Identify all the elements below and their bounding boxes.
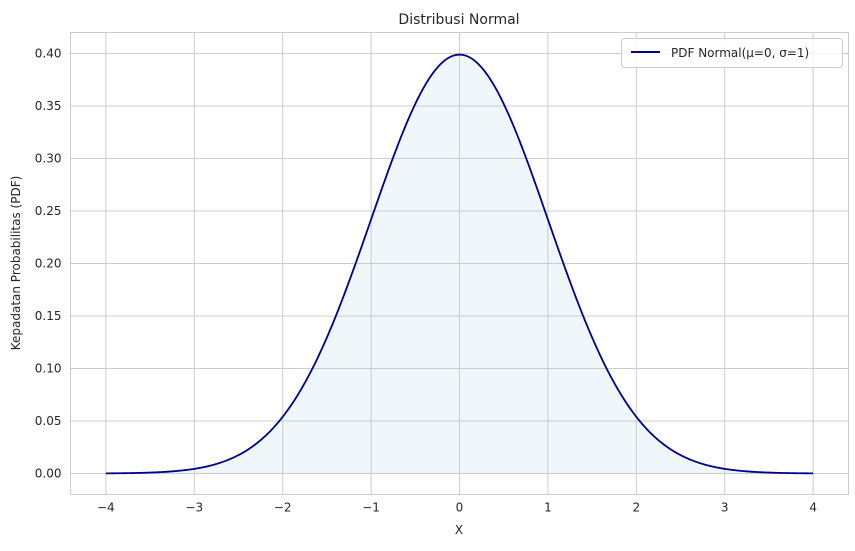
y-tick-label: 0.35: [35, 99, 62, 113]
y-tick-label: 0.30: [35, 152, 62, 166]
y-tick-label: 0.10: [35, 362, 62, 376]
chart-title: Distribusi Normal: [398, 12, 519, 28]
x-tick-label: 3: [721, 501, 729, 515]
x-tick-label: 1: [544, 501, 552, 515]
x-tick-label: −3: [185, 501, 203, 515]
x-tick-label: −2: [274, 501, 292, 515]
y-axis-ticks: 0.00 0.05 0.10 0.15 0.20 0.25 0.30 0.35 0.40: [35, 47, 62, 481]
y-tick-label: 0.05: [35, 414, 62, 428]
y-tick-label: 0.15: [35, 309, 62, 323]
legend-box: [621, 38, 843, 68]
grid-lines: [70, 32, 849, 495]
y-tick-label: 0.40: [35, 47, 62, 61]
x-axis-label: X: [455, 523, 463, 537]
x-tick-label: −1: [362, 501, 380, 515]
legend: PDF Normal(μ=0, σ=1): [621, 38, 843, 68]
x-tick-label: 4: [809, 501, 817, 515]
pdf-fill-area: [105, 54, 814, 474]
x-axis-ticks: −4 −3 −2 −1 0 1 2 3 4: [97, 501, 817, 515]
legend-label: PDF Normal(μ=0, σ=1): [671, 46, 809, 60]
pdf-curve-line: [105, 53, 814, 475]
plot-frame: [70, 32, 849, 495]
y-axis-label: Kepadatan Probabilitas (PDF): [9, 176, 23, 351]
x-tick-label: −4: [97, 501, 115, 515]
y-tick-label: 0.00: [35, 467, 62, 481]
x-tick-label: 0: [456, 501, 464, 515]
y-tick-label: 0.25: [35, 204, 62, 218]
x-tick-label: 2: [632, 501, 640, 515]
y-tick-label: 0.20: [35, 257, 62, 271]
